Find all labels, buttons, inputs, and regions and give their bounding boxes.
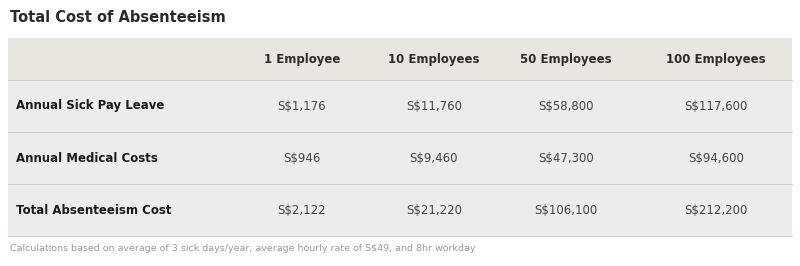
Bar — [8, 38, 792, 80]
Bar — [8, 132, 792, 184]
Text: S$47,300: S$47,300 — [538, 152, 594, 164]
Text: S$11,760: S$11,760 — [406, 99, 462, 113]
Text: S$946: S$946 — [283, 152, 321, 164]
Text: S$58,800: S$58,800 — [538, 99, 594, 113]
Text: S$2,122: S$2,122 — [278, 203, 326, 217]
Text: 50 Employees: 50 Employees — [520, 52, 612, 65]
Text: 1 Employee: 1 Employee — [264, 52, 340, 65]
Text: Total Absenteeism Cost: Total Absenteeism Cost — [16, 203, 171, 217]
Text: Annual Medical Costs: Annual Medical Costs — [16, 152, 158, 164]
Text: Total Cost of Absenteeism: Total Cost of Absenteeism — [10, 10, 226, 25]
Text: S$117,600: S$117,600 — [684, 99, 748, 113]
Text: S$9,460: S$9,460 — [410, 152, 458, 164]
Bar — [8, 80, 792, 132]
Text: S$106,100: S$106,100 — [534, 203, 598, 217]
Text: S$1,176: S$1,176 — [278, 99, 326, 113]
Text: S$94,600: S$94,600 — [688, 152, 744, 164]
Text: Annual Sick Pay Leave: Annual Sick Pay Leave — [16, 99, 164, 113]
Text: 100 Employees: 100 Employees — [666, 52, 766, 65]
Text: S$21,220: S$21,220 — [406, 203, 462, 217]
Bar — [8, 184, 792, 236]
Text: S$212,200: S$212,200 — [684, 203, 748, 217]
Text: Calculations based on average of 3 sick days/year, average hourly rate of S$49, : Calculations based on average of 3 sick … — [10, 244, 475, 253]
Text: 10 Employees: 10 Employees — [388, 52, 480, 65]
